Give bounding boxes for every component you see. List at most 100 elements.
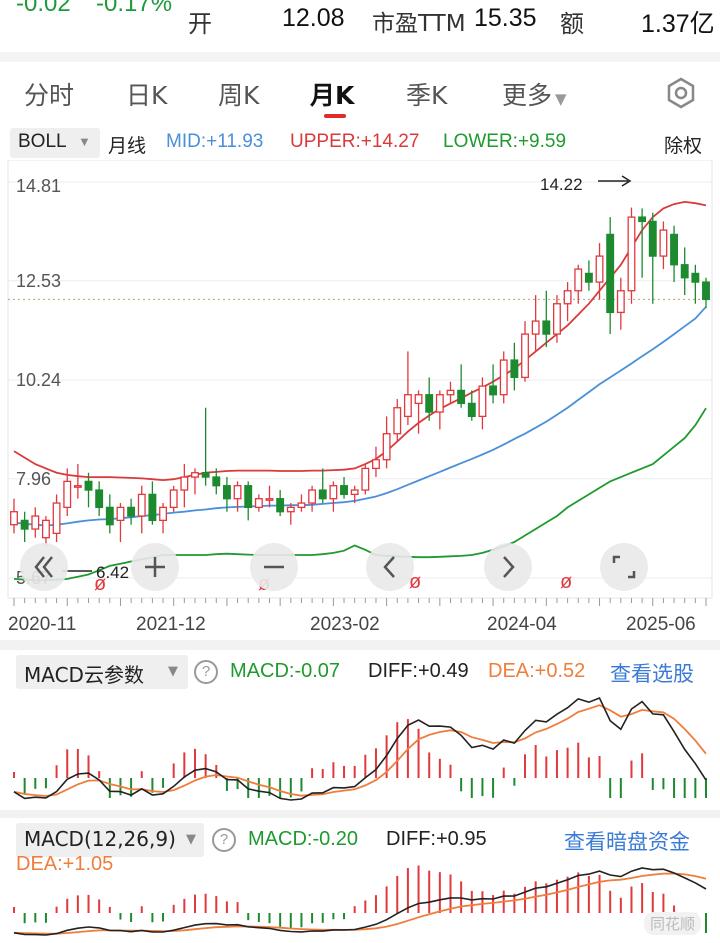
candle-body [73,485,82,488]
x-axis: 2020-11 2021-12 2023-02 2024-04 2025-06 [8,597,712,635]
boll-lower-line [13,407,707,582]
macd-cloud-selector[interactable]: MACD云参数 ▼ [16,655,188,689]
help-icon[interactable]: ? [194,660,218,684]
candle-body [680,264,689,279]
macd-diff-value: DIFF:+0.95 [386,828,487,850]
zoom-out-button[interactable] [250,543,298,591]
pe-label: 市盈TTM [372,11,466,37]
candle-body [233,485,242,500]
candle-body [116,506,125,522]
right-arrow-icon [598,175,632,187]
candle-body [531,320,540,335]
candle-body [127,506,136,517]
scroll-left-fast-button[interactable] [20,543,68,591]
boll-mid-value: MID:+11.93 [166,131,264,152]
candle-body [521,333,529,379]
candle-body [606,233,615,314]
candle-body [340,485,348,496]
candle-body [276,498,285,513]
boll-upper-line [13,200,707,482]
high-price-label: 14.22 [540,175,583,194]
candle-body [201,472,210,478]
macd-header: MACD(12,26,9) ▼ ? MACD:-0.20 DIFF:+0.95 … [0,823,720,875]
macd-cloud-macd-value: MACD:-0.07 [230,660,341,682]
candle-body [403,394,412,418]
settings-hexagon-icon[interactable] [664,76,698,110]
view-stock-screener-link[interactable]: 查看选股 [610,662,694,686]
indicator-selector[interactable]: BOLL ▼ [10,128,100,158]
scroll-left-button[interactable] [366,543,414,591]
candle-body [702,281,710,301]
quote-change: -0.02 [16,0,71,17]
candle-body [499,359,508,396]
y-tick-label: 12.53 [16,271,61,291]
macd-chart[interactable] [0,860,720,943]
candle-body [584,272,593,283]
tab-more[interactable]: 更多 ▼ [502,76,567,112]
candle-body [105,506,114,526]
help-icon[interactable]: ? [212,828,236,852]
candle-body [63,480,72,509]
ex-dividend-marker[interactable]: ø [94,573,106,595]
view-dark-pool-link[interactable]: 查看暗盘资金 [564,830,690,854]
x-tick-label: 2023-02 [310,614,380,635]
candle-body [212,476,221,487]
candle-body [180,476,189,491]
caret-down-icon: ▼ [555,90,567,108]
candle-body [595,255,604,283]
tab-monthly-k[interactable]: 月K [310,81,355,110]
x-tick-label: 2021-12 [136,614,206,635]
tab-daily-k[interactable]: 日K [126,81,168,110]
macd-cloud-name: MACD云参数 [24,663,144,687]
tab-more-label: 更多 [502,81,553,110]
adjust-mode-toggle[interactable]: 除权 [664,135,703,157]
caret-down-icon: ▼ [186,832,196,847]
candle-body [435,394,444,413]
tab-weekly-k[interactable]: 周K [218,81,260,110]
y-tick-label: 7.96 [16,469,51,489]
ex-dividend-marker[interactable]: ø [409,571,421,593]
macd-cloud-chart[interactable] [0,690,720,808]
macd-cloud-header: MACD云参数 ▼ ? MACD:-0.07 DIFF:+0.49 DEA:+0… [0,655,720,689]
candle-body [169,489,178,509]
candle-body [254,498,263,509]
indicator-name: BOLL [18,131,67,152]
candle-body [563,290,572,305]
tab-intraday[interactable]: 分时 [24,81,75,110]
open-label: 开 [188,10,212,38]
macd-value: MACD:-0.20 [248,828,359,850]
candle-body [574,268,583,292]
candle-body [84,480,93,491]
section-divider [0,52,720,62]
diff-line [13,696,707,801]
candle-body [414,394,423,405]
amount-value: 1.37亿 [641,10,715,38]
watermark-logo: 同花顺 [644,912,702,935]
x-tick-label: 2020-11 [8,614,76,635]
candle-body [659,229,668,257]
ex-dividend-marker[interactable]: ø [560,571,572,593]
macd-selector[interactable]: MACD(12,26,9) ▼ [16,823,204,857]
indicator-period: 月线 [108,135,147,157]
tab-quarterly-k[interactable]: 季K [406,81,448,110]
candle-body [148,493,157,522]
candle-body [638,216,647,223]
fullscreen-button[interactable] [600,543,648,591]
active-tab-indicator [324,114,346,118]
amount-label: 额 [560,10,584,38]
candle-body [372,459,380,470]
boll-upper-value: UPPER:+14.27 [290,131,420,152]
period-tab-bar: 分时 日K 周K 月K 季K 更多 ▼ [0,62,720,126]
scroll-right-button[interactable] [484,543,532,591]
y-tick-label: 10.24 [16,370,61,390]
x-tick-label: 2024-04 [487,614,557,635]
zoom-in-button[interactable] [131,543,179,591]
quote-strip: -0.02 -0.17% 开 12.08 市盈TTM 15.35 额 1.37亿 [0,0,720,50]
diff-line [13,867,707,936]
candle-body [489,385,498,396]
candles [10,207,710,546]
x-tick-label: 2025-06 [626,614,696,635]
candle-body [648,220,657,257]
macd-name: MACD(12,26,9) [24,827,176,851]
